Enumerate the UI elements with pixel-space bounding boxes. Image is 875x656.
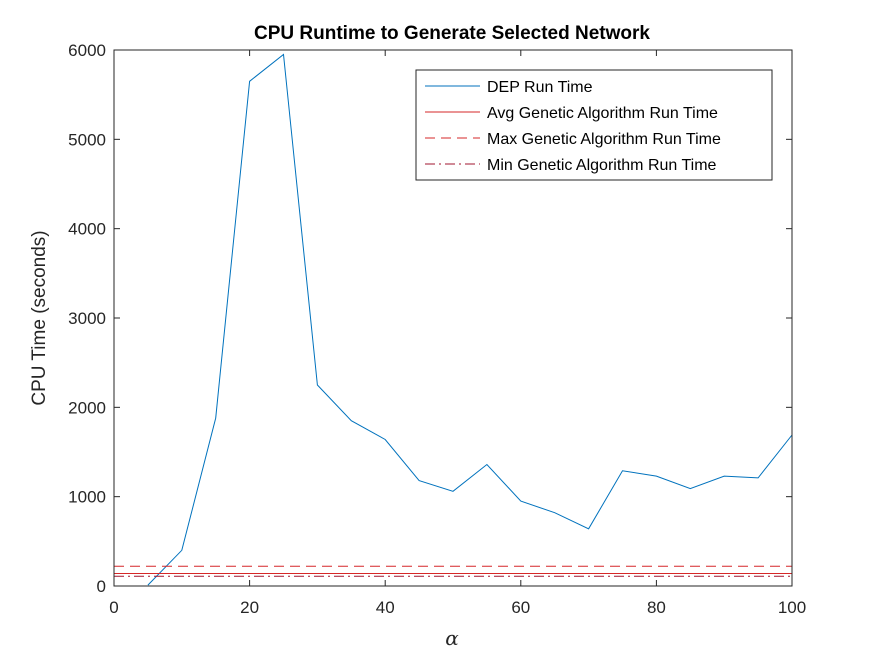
y-axis: 0 1000 2000 3000 4000 5000 6000: [68, 41, 792, 596]
y-axis-label: CPU Time (seconds): [29, 230, 50, 405]
x-tick-label: 60: [511, 598, 530, 617]
legend-label-3: Min Genetic Algorithm Run Time: [487, 157, 717, 174]
y-tick-label: 2000: [68, 398, 106, 417]
y-tick-label: 6000: [68, 41, 106, 60]
y-tick-label: 0: [97, 577, 106, 596]
x-tick-label: 40: [376, 598, 395, 617]
x-tick-label: 80: [647, 598, 666, 617]
y-tick-label: 3000: [68, 309, 106, 328]
legend-label-0: DEP Run Time: [487, 79, 593, 96]
x-tick-label: 0: [109, 598, 118, 617]
x-tick-label: 20: [240, 598, 259, 617]
x-axis: 0 20 40 60 80 100: [109, 50, 806, 617]
legend: DEP Run Time Avg Genetic Algorithm Run Ti…: [415, 69, 773, 181]
legend-label-2: Max Genetic Algorithm Run Time: [487, 131, 721, 148]
y-tick-label: 5000: [68, 130, 106, 149]
legend-label-1: Avg Genetic Algorithm Run Time: [487, 105, 718, 122]
series-line-0: [147, 53, 793, 586]
chart-title: CPU Runtime to Generate Selected Network: [254, 23, 650, 44]
x-axis-label: α: [445, 626, 459, 650]
legend-box: [415, 69, 773, 181]
y-tick-label: 4000: [68, 220, 106, 239]
plot-lines: [114, 53, 793, 586]
y-tick-label: 1000: [68, 488, 106, 507]
x-tick-label: 100: [778, 598, 806, 617]
